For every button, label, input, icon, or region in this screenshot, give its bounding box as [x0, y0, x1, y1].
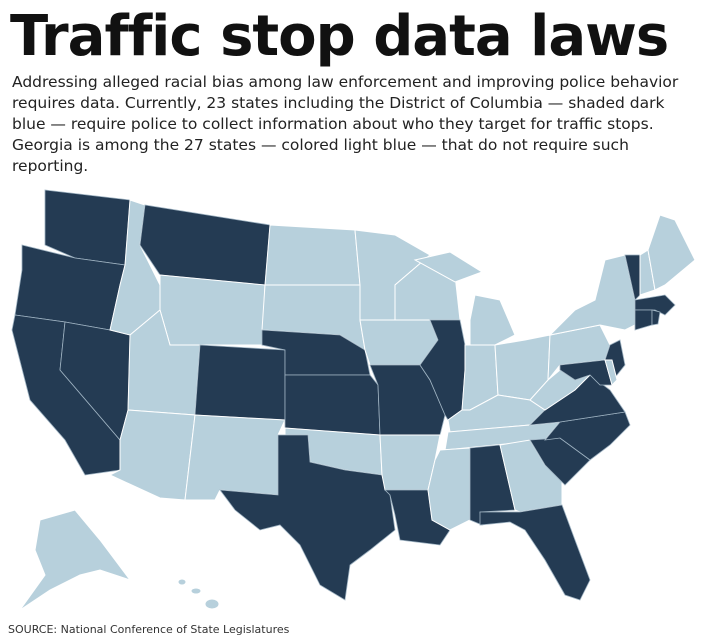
state: [264, 224, 361, 286]
state: [548, 254, 636, 336]
state: [177, 578, 187, 586]
description: Addressing alleged racial bias among law…: [12, 73, 679, 175]
state: [634, 309, 653, 331]
state: [469, 294, 516, 346]
state: [479, 504, 591, 601]
state: [194, 344, 286, 421]
state: [284, 374, 381, 436]
state: [219, 434, 396, 601]
state: [604, 359, 618, 386]
state: [19, 509, 132, 611]
state: [647, 214, 696, 291]
state: [184, 414, 286, 501]
us-map: [11, 189, 696, 611]
source: SOURCE: National Conference of State Leg…: [8, 623, 290, 636]
state: [413, 251, 484, 283]
state: [204, 598, 220, 610]
state: [190, 587, 202, 595]
state: [139, 204, 271, 286]
state: [651, 309, 661, 326]
states: [11, 189, 696, 611]
title: Traffic stop data laws: [10, 4, 669, 69]
state: [159, 274, 266, 346]
